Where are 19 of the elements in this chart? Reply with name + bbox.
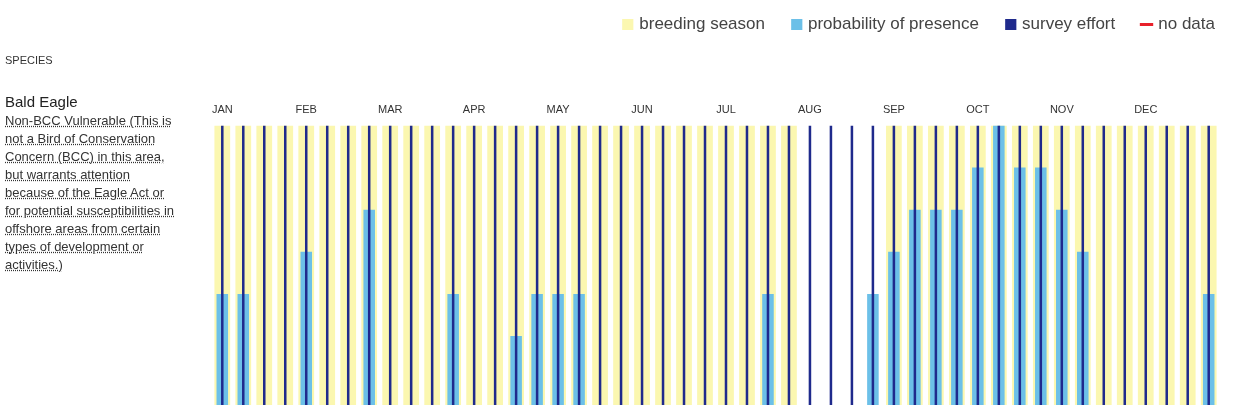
x-tick-label: FEB [295,102,317,115]
x-tick-label: JAN [211,102,233,115]
legend-label: probability of presence [807,13,980,34]
x-tick-label: OCT [966,102,990,115]
x-tick-label: JUL [716,102,736,115]
legend-label: survey effort [1022,13,1116,34]
x-tick-label: APR [462,102,486,115]
x-tick-label: JUN [631,102,653,115]
x-tick-label: MAR [377,102,403,115]
x-tick-label: NOV [1049,102,1075,115]
x-tick-label: MAY [546,102,571,115]
text: SPECIES [5,53,54,68]
x-tick-label: DEC [1134,102,1158,115]
x-tick-label: AUG [798,102,822,115]
legend-label: breeding season [639,13,765,34]
text: Bald Eagle [5,91,79,112]
legend-label: no data [1158,13,1215,34]
x-tick-label: SEP [882,102,905,115]
text: Non-BCC Vulnerable (This is not a Bird of Conservation Concern (BCC) in this area, but warrants attention because of the Eagle Act or for potential susceptibilities in offshore areas from certain types of development or activities.) [5,113,175,273]
